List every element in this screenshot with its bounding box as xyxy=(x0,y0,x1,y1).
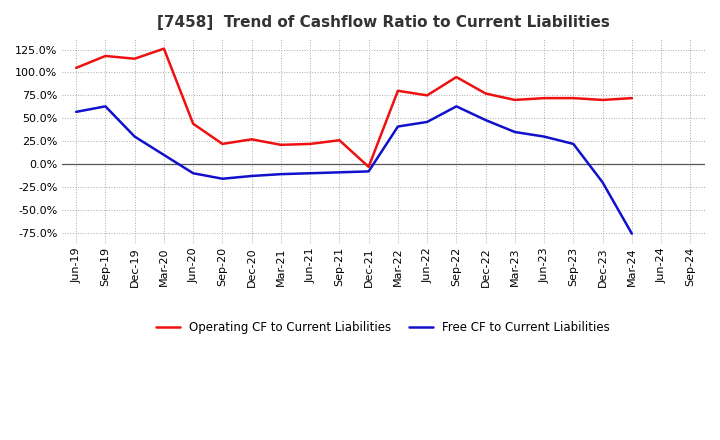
Operating CF to Current Liabilities xyxy=(569,95,577,101)
Operating CF to Current Liabilities xyxy=(130,56,139,61)
Operating CF to Current Liabilities xyxy=(101,53,109,59)
Legend: Operating CF to Current Liabilities, Free CF to Current Liabilities: Operating CF to Current Liabilities, Fre… xyxy=(152,316,615,338)
Free CF to Current Liabilities xyxy=(306,171,315,176)
Free CF to Current Liabilities xyxy=(101,104,109,109)
Free CF to Current Liabilities xyxy=(248,173,256,179)
Free CF to Current Liabilities xyxy=(481,117,490,123)
Operating CF to Current Liabilities xyxy=(423,93,431,98)
Operating CF to Current Liabilities xyxy=(276,142,285,147)
Free CF to Current Liabilities xyxy=(276,172,285,177)
Operating CF to Current Liabilities xyxy=(248,137,256,142)
Operating CF to Current Liabilities xyxy=(540,95,549,101)
Operating CF to Current Liabilities xyxy=(481,91,490,96)
Operating CF to Current Liabilities xyxy=(364,164,373,169)
Operating CF to Current Liabilities xyxy=(510,97,519,103)
Free CF to Current Liabilities xyxy=(364,169,373,174)
Title: [7458]  Trend of Cashflow Ratio to Current Liabilities: [7458] Trend of Cashflow Ratio to Curren… xyxy=(157,15,610,30)
Free CF to Current Liabilities xyxy=(569,141,577,147)
Operating CF to Current Liabilities xyxy=(628,95,636,101)
Free CF to Current Liabilities xyxy=(423,119,431,125)
Free CF to Current Liabilities xyxy=(218,176,227,181)
Free CF to Current Liabilities xyxy=(510,129,519,135)
Operating CF to Current Liabilities xyxy=(394,88,402,93)
Free CF to Current Liabilities xyxy=(160,152,168,158)
Operating CF to Current Liabilities xyxy=(189,121,197,126)
Operating CF to Current Liabilities xyxy=(72,65,81,70)
Line: Free CF to Current Liabilities: Free CF to Current Liabilities xyxy=(76,106,632,234)
Free CF to Current Liabilities xyxy=(189,171,197,176)
Free CF to Current Liabilities xyxy=(335,170,343,175)
Free CF to Current Liabilities xyxy=(628,231,636,236)
Operating CF to Current Liabilities xyxy=(218,141,227,147)
Free CF to Current Liabilities xyxy=(130,134,139,139)
Operating CF to Current Liabilities xyxy=(452,74,461,80)
Free CF to Current Liabilities xyxy=(540,134,549,139)
Operating CF to Current Liabilities xyxy=(598,97,607,103)
Operating CF to Current Liabilities xyxy=(335,138,343,143)
Free CF to Current Liabilities xyxy=(598,180,607,185)
Operating CF to Current Liabilities xyxy=(160,46,168,51)
Operating CF to Current Liabilities xyxy=(306,141,315,147)
Line: Operating CF to Current Liabilities: Operating CF to Current Liabilities xyxy=(76,49,632,167)
Free CF to Current Liabilities xyxy=(394,124,402,129)
Free CF to Current Liabilities xyxy=(452,104,461,109)
Free CF to Current Liabilities xyxy=(72,109,81,114)
